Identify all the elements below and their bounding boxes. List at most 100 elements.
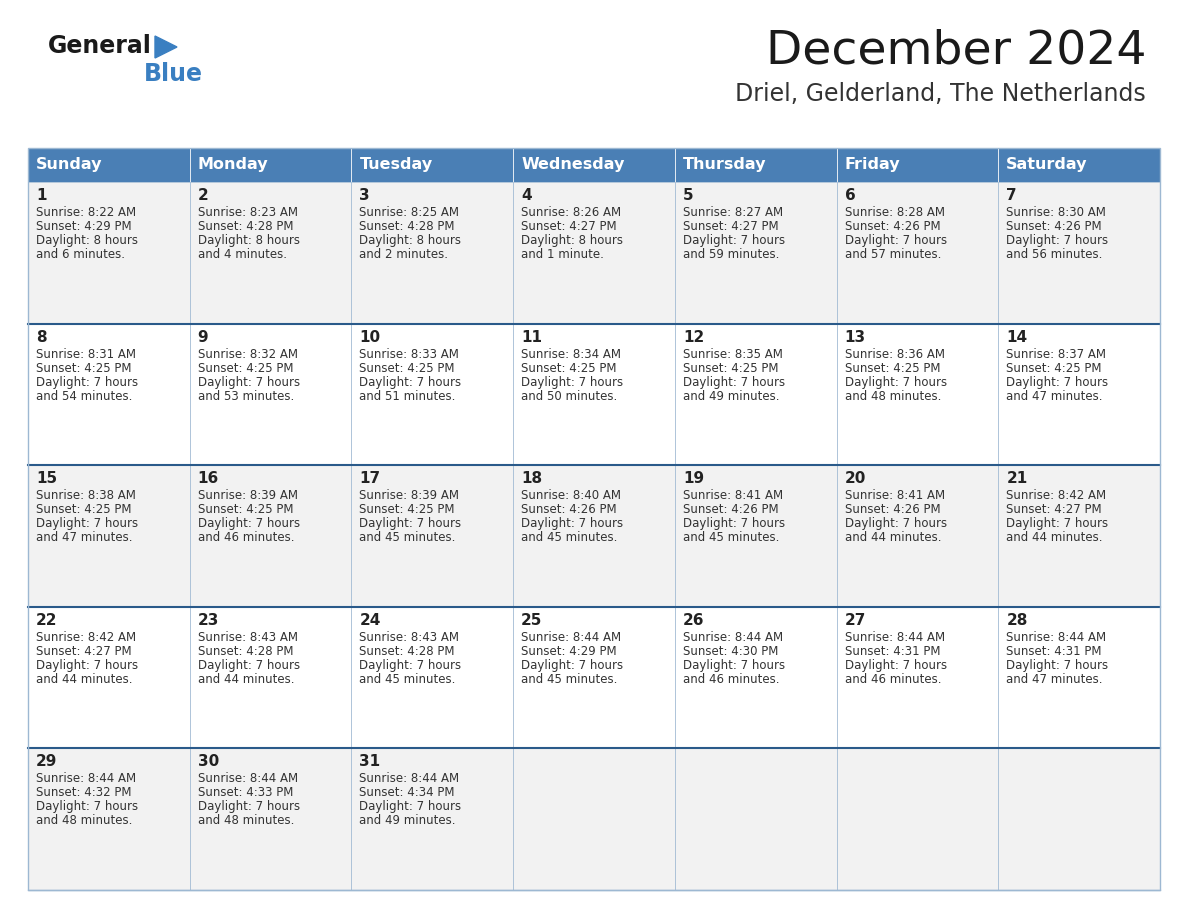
Text: and 48 minutes.: and 48 minutes. <box>36 814 132 827</box>
Polygon shape <box>154 36 177 58</box>
Text: Sunset: 4:27 PM: Sunset: 4:27 PM <box>683 220 778 233</box>
Text: Sunrise: 8:34 AM: Sunrise: 8:34 AM <box>522 348 621 361</box>
Text: Sunrise: 8:44 AM: Sunrise: 8:44 AM <box>845 631 944 644</box>
Text: 6: 6 <box>845 188 855 203</box>
Bar <box>998 148 1159 182</box>
Text: and 50 minutes.: and 50 minutes. <box>522 389 618 403</box>
Text: Daylight: 7 hours: Daylight: 7 hours <box>36 517 138 531</box>
Text: Wednesday: Wednesday <box>522 158 625 173</box>
Bar <box>513 465 675 607</box>
Text: and 44 minutes.: and 44 minutes. <box>1006 532 1102 544</box>
Bar <box>352 324 513 465</box>
Text: Saturday: Saturday <box>1006 158 1088 173</box>
Bar <box>29 465 190 607</box>
Text: Daylight: 8 hours: Daylight: 8 hours <box>197 234 299 247</box>
Text: Daylight: 7 hours: Daylight: 7 hours <box>522 517 624 531</box>
Bar <box>675 182 836 324</box>
Bar <box>675 465 836 607</box>
Text: and 2 minutes.: and 2 minutes. <box>360 248 448 261</box>
Text: and 4 minutes.: and 4 minutes. <box>197 248 286 261</box>
Text: 8: 8 <box>36 330 46 344</box>
Text: Sunrise: 8:44 AM: Sunrise: 8:44 AM <box>522 631 621 644</box>
Text: and 47 minutes.: and 47 minutes. <box>1006 673 1102 686</box>
Bar <box>29 148 190 182</box>
Text: Sunrise: 8:35 AM: Sunrise: 8:35 AM <box>683 348 783 361</box>
Bar <box>190 465 352 607</box>
Bar <box>352 748 513 890</box>
Text: Sunset: 4:30 PM: Sunset: 4:30 PM <box>683 644 778 658</box>
Text: Daylight: 7 hours: Daylight: 7 hours <box>522 659 624 672</box>
Text: Sunrise: 8:44 AM: Sunrise: 8:44 AM <box>36 772 137 786</box>
Text: Sunset: 4:26 PM: Sunset: 4:26 PM <box>683 503 778 516</box>
Text: Sunset: 4:28 PM: Sunset: 4:28 PM <box>360 220 455 233</box>
Text: Sunset: 4:31 PM: Sunset: 4:31 PM <box>1006 644 1101 658</box>
Text: Daylight: 7 hours: Daylight: 7 hours <box>36 800 138 813</box>
Bar <box>29 324 190 465</box>
Text: Monday: Monday <box>197 158 268 173</box>
Text: Daylight: 7 hours: Daylight: 7 hours <box>845 517 947 531</box>
Text: Sunset: 4:29 PM: Sunset: 4:29 PM <box>36 220 132 233</box>
Bar <box>29 182 190 324</box>
Text: Sunrise: 8:41 AM: Sunrise: 8:41 AM <box>845 489 944 502</box>
Text: and 45 minutes.: and 45 minutes. <box>360 532 456 544</box>
Text: Daylight: 7 hours: Daylight: 7 hours <box>845 234 947 247</box>
Bar <box>190 748 352 890</box>
Text: Sunset: 4:28 PM: Sunset: 4:28 PM <box>360 644 455 658</box>
Text: and 46 minutes.: and 46 minutes. <box>845 673 941 686</box>
Text: 19: 19 <box>683 471 704 487</box>
Bar <box>513 607 675 748</box>
Text: Sunrise: 8:43 AM: Sunrise: 8:43 AM <box>197 631 298 644</box>
Text: 30: 30 <box>197 755 219 769</box>
Text: Sunset: 4:26 PM: Sunset: 4:26 PM <box>1006 220 1102 233</box>
Text: Daylight: 8 hours: Daylight: 8 hours <box>360 234 461 247</box>
Text: 1: 1 <box>36 188 46 203</box>
Text: and 48 minutes.: and 48 minutes. <box>197 814 295 827</box>
Bar <box>513 182 675 324</box>
Text: and 51 minutes.: and 51 minutes. <box>360 389 456 403</box>
Bar <box>352 607 513 748</box>
Text: 29: 29 <box>36 755 57 769</box>
Text: and 45 minutes.: and 45 minutes. <box>522 532 618 544</box>
Text: Sunset: 4:25 PM: Sunset: 4:25 PM <box>683 362 778 375</box>
Text: 7: 7 <box>1006 188 1017 203</box>
Text: and 49 minutes.: and 49 minutes. <box>360 814 456 827</box>
Bar <box>352 182 513 324</box>
Text: Daylight: 7 hours: Daylight: 7 hours <box>845 375 947 388</box>
Bar <box>998 465 1159 607</box>
Bar <box>190 324 352 465</box>
Bar <box>513 748 675 890</box>
Text: Sunrise: 8:40 AM: Sunrise: 8:40 AM <box>522 489 621 502</box>
Text: and 49 minutes.: and 49 minutes. <box>683 389 779 403</box>
Text: Thursday: Thursday <box>683 158 766 173</box>
Text: General: General <box>48 34 152 58</box>
Text: Daylight: 7 hours: Daylight: 7 hours <box>522 375 624 388</box>
Text: 2: 2 <box>197 188 208 203</box>
Text: 22: 22 <box>36 613 57 628</box>
Text: Daylight: 7 hours: Daylight: 7 hours <box>683 234 785 247</box>
Text: 3: 3 <box>360 188 369 203</box>
Text: Sunrise: 8:39 AM: Sunrise: 8:39 AM <box>360 489 460 502</box>
Text: and 47 minutes.: and 47 minutes. <box>1006 389 1102 403</box>
Bar <box>836 182 998 324</box>
Text: Sunrise: 8:30 AM: Sunrise: 8:30 AM <box>1006 206 1106 219</box>
Text: Daylight: 7 hours: Daylight: 7 hours <box>683 517 785 531</box>
Text: Sunset: 4:26 PM: Sunset: 4:26 PM <box>845 220 940 233</box>
Text: Daylight: 7 hours: Daylight: 7 hours <box>36 375 138 388</box>
Bar <box>836 465 998 607</box>
Text: Sunset: 4:25 PM: Sunset: 4:25 PM <box>360 362 455 375</box>
Text: Daylight: 7 hours: Daylight: 7 hours <box>360 375 462 388</box>
Text: Sunset: 4:25 PM: Sunset: 4:25 PM <box>36 362 132 375</box>
Text: 25: 25 <box>522 613 543 628</box>
Text: 18: 18 <box>522 471 542 487</box>
Bar <box>836 148 998 182</box>
Text: Sunset: 4:34 PM: Sunset: 4:34 PM <box>360 787 455 800</box>
Text: and 1 minute.: and 1 minute. <box>522 248 604 261</box>
Text: 9: 9 <box>197 330 208 344</box>
Text: Daylight: 7 hours: Daylight: 7 hours <box>683 659 785 672</box>
Text: Sunset: 4:33 PM: Sunset: 4:33 PM <box>197 787 293 800</box>
Text: Sunrise: 8:27 AM: Sunrise: 8:27 AM <box>683 206 783 219</box>
Text: Sunrise: 8:41 AM: Sunrise: 8:41 AM <box>683 489 783 502</box>
Text: 31: 31 <box>360 755 380 769</box>
Text: Blue: Blue <box>144 62 203 86</box>
Text: Sunrise: 8:38 AM: Sunrise: 8:38 AM <box>36 489 135 502</box>
